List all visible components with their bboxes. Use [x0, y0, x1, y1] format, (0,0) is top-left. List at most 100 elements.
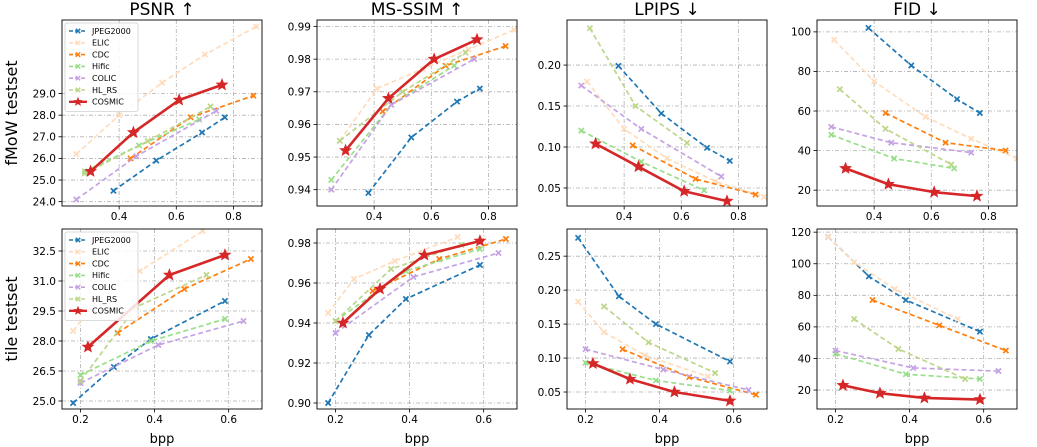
data-point: [365, 331, 373, 339]
y-tick-label: 0.15: [538, 101, 561, 113]
y-tick-label: 0.20: [538, 285, 561, 297]
plot-area: [324, 233, 510, 407]
series-line-hific: [335, 248, 481, 322]
y-tick-label: 31.0: [33, 276, 56, 288]
data-point: [745, 386, 752, 394]
data-point: [391, 257, 398, 265]
data-point: [381, 91, 395, 104]
data-point: [891, 285, 898, 293]
data-point: [830, 36, 838, 43]
data-point: [153, 157, 160, 164]
data-point: [631, 159, 645, 173]
y-tick-label: 0.90: [288, 398, 311, 410]
series-line-colic: [835, 349, 999, 372]
data-point: [81, 340, 95, 353]
y-tick-label: 0.94: [288, 318, 312, 330]
y-tick-label: 40: [798, 145, 811, 157]
data-point: [882, 109, 889, 117]
data-point: [578, 82, 585, 89]
data-point: [462, 49, 469, 56]
series-line-jpeg2000: [112, 116, 226, 192]
data-point: [976, 375, 984, 383]
panel-0-3: 0.4 0.6 0.8 20 40 60 80 100: [791, 19, 1018, 223]
x-tick-label: 0.8: [225, 211, 242, 223]
data-point: [450, 62, 458, 69]
y-tick-label: 0.96: [288, 119, 312, 131]
panel-1-1: 0.2 0.4 0.6 0.90 0.92 0.94 0.96 0.98 bpp: [288, 228, 518, 447]
data-point: [126, 125, 140, 138]
y-tick-label: 100: [791, 27, 811, 39]
legend-marker: [75, 260, 81, 267]
data-point: [473, 234, 487, 247]
legend-label-jpeg2000: JPEG2000: [91, 236, 131, 245]
y-tick-label: 20: [798, 385, 811, 397]
data-point: [870, 78, 878, 85]
data-point: [850, 315, 858, 323]
legend-marker: [75, 249, 81, 255]
data-point: [995, 367, 1002, 375]
data-point: [700, 187, 708, 194]
data-point: [1002, 347, 1010, 354]
axes-frame: [566, 19, 768, 207]
data-point: [328, 176, 335, 184]
panel-0-2: 0.4 0.6 0.8 0.05 0.10 0.15 0.20: [538, 19, 768, 223]
x-axis-label: bpp: [150, 432, 175, 447]
x-tick-label: 0.2: [327, 414, 344, 426]
x-tick-label: 0.4: [401, 414, 418, 426]
series-line-jpeg2000: [72, 300, 226, 404]
plot-area: [828, 24, 1017, 202]
data-point: [600, 303, 608, 310]
data-point: [1013, 155, 1017, 162]
x-tick-label: 0.6: [168, 211, 185, 223]
series-line-jpeg2000: [867, 27, 981, 114]
data-point: [69, 327, 77, 335]
legend: JPEG2000 ELIC CDC Hific COLIC HL_RS COSMIC: [64, 231, 139, 321]
data-point: [976, 328, 984, 335]
data-point: [760, 193, 767, 201]
series-line-cosmic: [344, 38, 478, 152]
data-point: [828, 131, 835, 138]
series-line-colic: [335, 252, 499, 334]
data-point: [917, 391, 931, 404]
x-tick-label: 0.6: [423, 211, 440, 223]
data-point: [638, 125, 645, 133]
x-tick-label: 0.6: [923, 211, 940, 223]
plot-area: [574, 234, 760, 407]
data-point: [336, 137, 344, 144]
y-tick-label: 0.25: [538, 251, 561, 263]
y-tick-label: 100: [791, 259, 811, 271]
data-point: [470, 32, 484, 46]
data-point: [221, 114, 229, 121]
data-point: [723, 394, 737, 407]
legend-marker: [75, 28, 81, 34]
legend-label-cosmic: COSMIC: [92, 307, 124, 316]
data-point: [641, 352, 648, 359]
data-point: [836, 86, 844, 93]
data-point: [410, 273, 417, 281]
data-point: [476, 261, 484, 269]
data-point: [586, 24, 594, 32]
data-point: [968, 149, 975, 156]
y-tick-label: 120: [791, 227, 811, 239]
y-tick-label: 28.0: [33, 110, 56, 122]
data-point: [408, 134, 415, 141]
data-point: [324, 309, 332, 317]
legend-marker: [75, 40, 81, 46]
data-point: [84, 164, 98, 177]
data-point: [476, 85, 484, 92]
data-point: [850, 258, 858, 266]
legend-label-hific: Hific: [92, 62, 110, 71]
y-tick-label: 0.95: [288, 152, 311, 164]
data-point: [247, 255, 255, 263]
data-point: [586, 356, 600, 370]
y-tick-label: 40: [798, 353, 811, 365]
x-tick-label: 0.4: [901, 414, 918, 426]
y-tick-label: 28.0: [33, 336, 56, 348]
plot-area: [328, 26, 517, 197]
data-point: [720, 194, 734, 206]
y-tick-label: 20: [798, 185, 811, 197]
data-point: [582, 346, 589, 353]
data-point: [495, 249, 502, 257]
x-tick-label: 0.8: [980, 211, 997, 223]
